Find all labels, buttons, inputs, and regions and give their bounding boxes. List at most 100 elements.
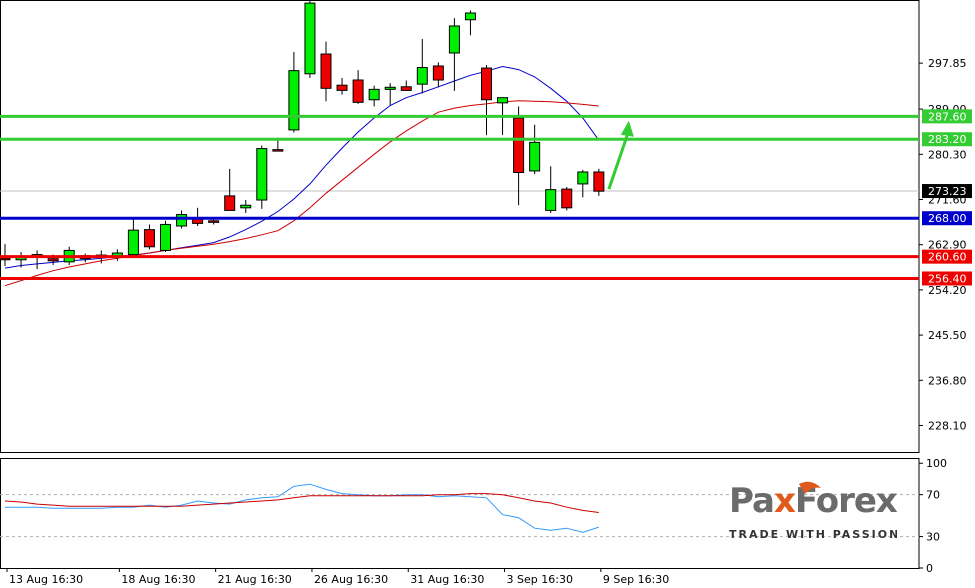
candle-body — [593, 171, 605, 192]
price-tick-label: 228.10 — [928, 420, 967, 433]
indicator-panel-frame — [0, 458, 920, 569]
current-price-badge — [922, 184, 972, 199]
candlestick — [143, 224, 155, 250]
candlestick — [416, 38, 428, 94]
candle-body — [448, 25, 460, 54]
current-price-label: 273.23 — [928, 185, 967, 198]
candle-body — [529, 141, 541, 172]
price-level-label: 287.60 — [928, 110, 967, 123]
candle-body — [368, 88, 380, 101]
candlestick — [224, 168, 236, 211]
logo-tagline: TRADE WITH PASSION — [729, 528, 897, 541]
candlestick — [256, 145, 268, 209]
candle-body — [208, 220, 220, 223]
candlestick — [513, 106, 525, 206]
candlestick — [545, 166, 557, 214]
candlestick — [529, 124, 541, 175]
candle-body — [288, 70, 300, 131]
candlestick — [320, 41, 332, 102]
candle-body — [513, 117, 525, 173]
logo-swoosh-icon — [799, 481, 821, 494]
candle-body — [577, 171, 589, 185]
price-level-badge — [922, 132, 972, 147]
candle-body — [416, 67, 428, 85]
candle-body — [561, 188, 573, 209]
forecast-arrow-head — [620, 120, 634, 137]
forecast-arrow-shaft — [607, 130, 631, 190]
candle-body — [432, 65, 444, 81]
price-level-badge — [922, 271, 972, 286]
candle-body — [127, 229, 139, 256]
candlestick — [481, 64, 492, 136]
price-panel: 297.85289.00280.30271.60262.90254.20245.… — [0, 0, 972, 453]
candle-body — [336, 84, 348, 91]
candle-body — [272, 149, 284, 152]
candle-body — [400, 86, 412, 91]
candlestick — [577, 169, 589, 198]
time-tick-label: 13 Aug 16:30 — [9, 573, 83, 586]
candle-body — [240, 204, 252, 209]
candlestick — [0, 244, 11, 267]
time-tick-label: 21 Aug 16:30 — [218, 573, 292, 586]
candlestick — [288, 51, 300, 133]
price-level-label: 260.60 — [928, 251, 967, 264]
indicator-tick-label: 0 — [926, 562, 933, 575]
time-tick-label: 26 Aug 16:30 — [314, 573, 388, 586]
time-tick-label: 9 Sep 16:30 — [603, 573, 669, 586]
indicator-panel: 100 70 30 0 — [0, 457, 947, 575]
candle-body — [224, 195, 236, 211]
price-tick-label: 245.50 — [928, 329, 967, 342]
candle-body — [384, 86, 396, 90]
paxforex-logo: PaxForex TRADE WITH PASSION — [727, 478, 899, 544]
candlestick — [448, 18, 460, 91]
time-tick-label: 3 Sep 16:30 — [507, 573, 573, 586]
candle-body — [176, 214, 188, 227]
price-level-badge — [922, 211, 972, 226]
candlestick — [304, 0, 316, 78]
candle-body — [143, 229, 155, 248]
price-tick-label: 262.90 — [928, 239, 967, 252]
candle-body — [320, 53, 332, 89]
candle-body — [352, 79, 364, 103]
indicator-tick-label: 30 — [926, 531, 940, 544]
candlestick — [240, 200, 252, 214]
time-axis: 13 Aug 16:30 18 Aug 16:30 21 Aug 16:30 26 A… — [6, 568, 669, 586]
candlestick — [352, 70, 364, 104]
candle-body — [481, 67, 492, 101]
time-tick-label: 31 Aug 16:30 — [410, 573, 484, 586]
candlestick — [384, 83, 396, 105]
candle-body — [545, 189, 557, 211]
candlestick — [561, 187, 573, 211]
price-tick-label: 280.30 — [928, 148, 967, 161]
price-tick-label: 297.85 — [928, 57, 967, 70]
price-level-label: 256.40 — [928, 272, 967, 285]
time-tick-label: 18 Aug 16:30 — [121, 573, 195, 586]
indicator-line — [4, 493, 599, 513]
indicator-line — [5, 483, 600, 533]
candle-body — [304, 2, 316, 75]
candlestick — [432, 62, 444, 88]
indicator-tick-label: 100 — [926, 457, 947, 470]
candle-body — [256, 148, 268, 201]
candlestick — [160, 220, 171, 252]
candlestick — [464, 10, 476, 36]
candlestick — [400, 80, 412, 91]
price-level-badge — [922, 109, 972, 124]
price-panel-frame — [0, 0, 920, 453]
candle-body — [160, 223, 171, 251]
candlestick — [368, 85, 380, 107]
price-level-badge — [922, 249, 972, 264]
candle-body — [47, 258, 59, 262]
candle-body — [497, 97, 509, 104]
candlestick — [127, 218, 139, 258]
candle-body — [0, 257, 11, 261]
candle-body — [464, 12, 476, 21]
price-tick-label: 254.20 — [928, 284, 967, 297]
price-level-label: 268.00 — [928, 212, 967, 225]
candlestick — [336, 77, 348, 95]
price-level-label: 283.20 — [928, 133, 967, 146]
price-tick-label: 236.80 — [928, 374, 967, 387]
candlestick — [593, 168, 605, 196]
indicator-tick-label: 70 — [926, 489, 940, 502]
